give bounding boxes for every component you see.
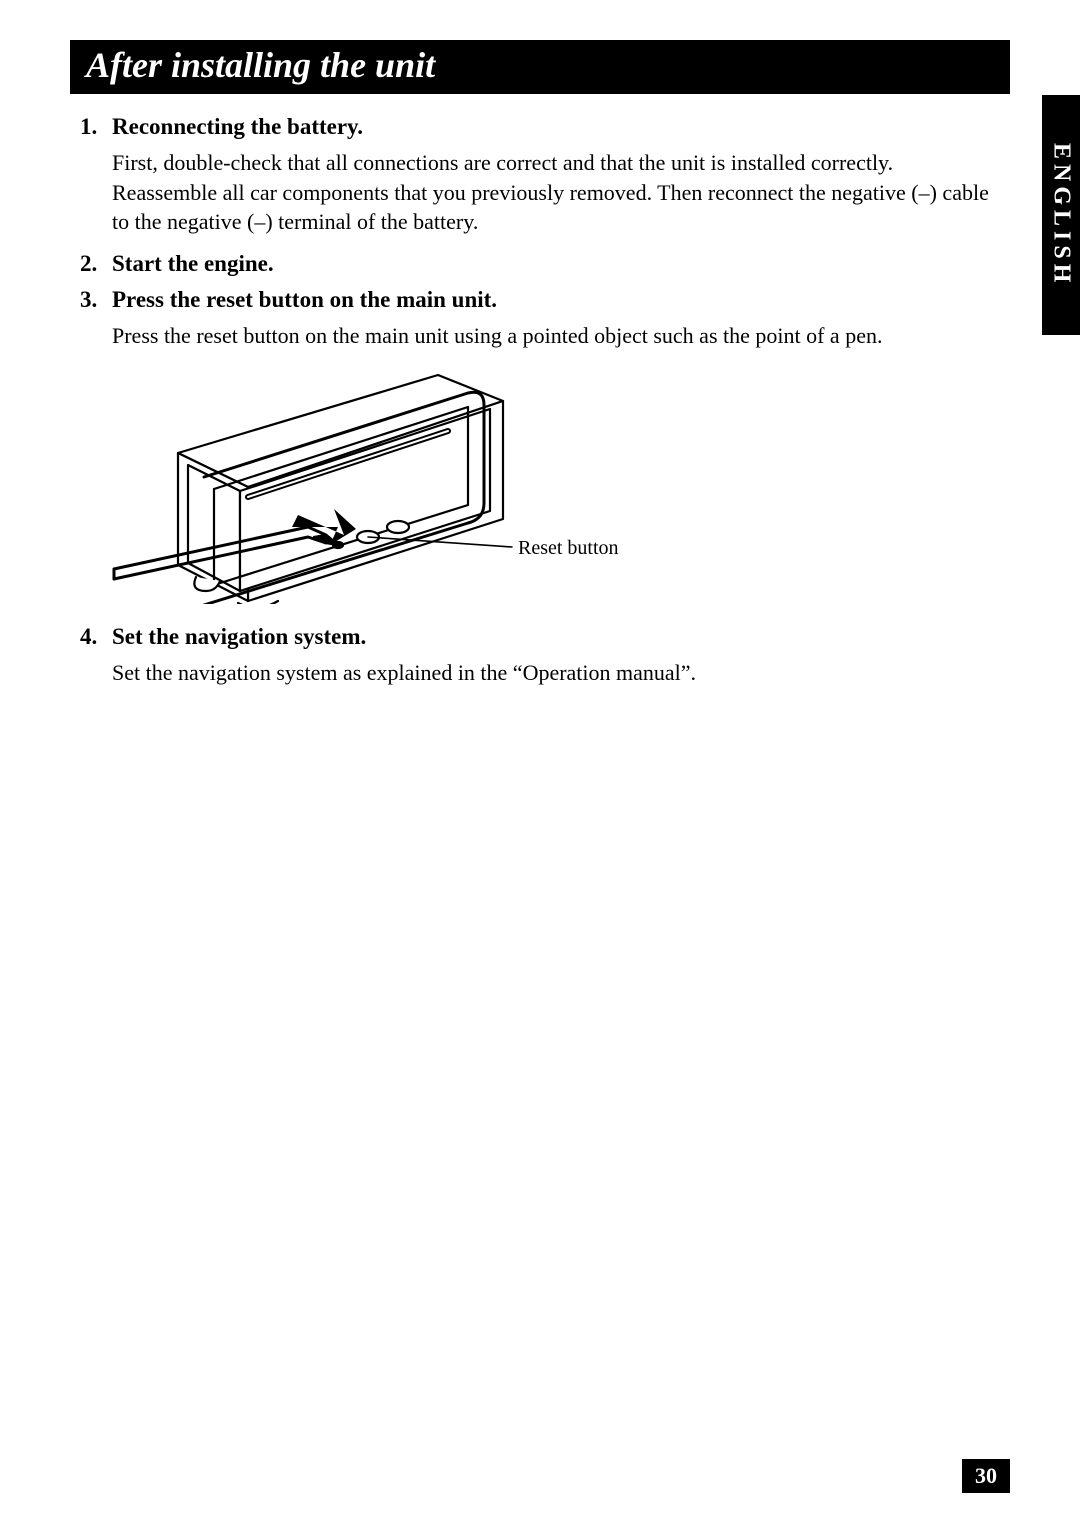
step-3-title: Press the reset button on the main unit. <box>112 287 1000 313</box>
step-2: 2. Start the engine. <box>80 251 1000 277</box>
step-1-head: 1. Reconnecting the battery. <box>80 114 1000 140</box>
step-4-body: Set the navigation system as explained i… <box>112 658 1000 688</box>
page-number-value: 30 <box>975 1463 997 1489</box>
step-1-num: 1. <box>80 114 112 140</box>
step-2-title: Start the engine. <box>112 251 1000 277</box>
content-area: 1. Reconnecting the battery. First, doub… <box>70 114 1010 687</box>
step-1-body: First, double-check that all connections… <box>112 148 1000 237</box>
step-4-head: 4. Set the navigation system. <box>80 624 1000 650</box>
language-tab: ENGLISH <box>1042 95 1080 335</box>
page-number: 30 <box>962 1459 1010 1493</box>
step-4-num: 4. <box>80 624 112 650</box>
unit-illustration <box>108 369 668 604</box>
step-3-body: Press the reset button on the main unit … <box>112 321 1000 351</box>
step-3-num: 3. <box>80 287 112 313</box>
figure-callout-label: Reset button <box>518 537 619 560</box>
step-3-head: 3. Press the reset button on the main un… <box>80 287 1000 313</box>
section-title: After installing the unit <box>86 45 435 85</box>
figure-unit-reset: Reset button <box>108 369 668 604</box>
step-4: 4. Set the navigation system. Set the na… <box>80 624 1000 688</box>
page: After installing the unit ENGLISH 1. Rec… <box>0 0 1080 1533</box>
language-tab-label: ENGLISH <box>1048 143 1075 287</box>
step-3: 3. Press the reset button on the main un… <box>80 287 1000 351</box>
step-1-title: Reconnecting the battery. <box>112 114 1000 140</box>
step-2-head: 2. Start the engine. <box>80 251 1000 277</box>
step-2-num: 2. <box>80 251 112 277</box>
step-1: 1. Reconnecting the battery. First, doub… <box>80 114 1000 237</box>
section-header: After installing the unit <box>70 40 1010 94</box>
step-4-title: Set the navigation system. <box>112 624 1000 650</box>
